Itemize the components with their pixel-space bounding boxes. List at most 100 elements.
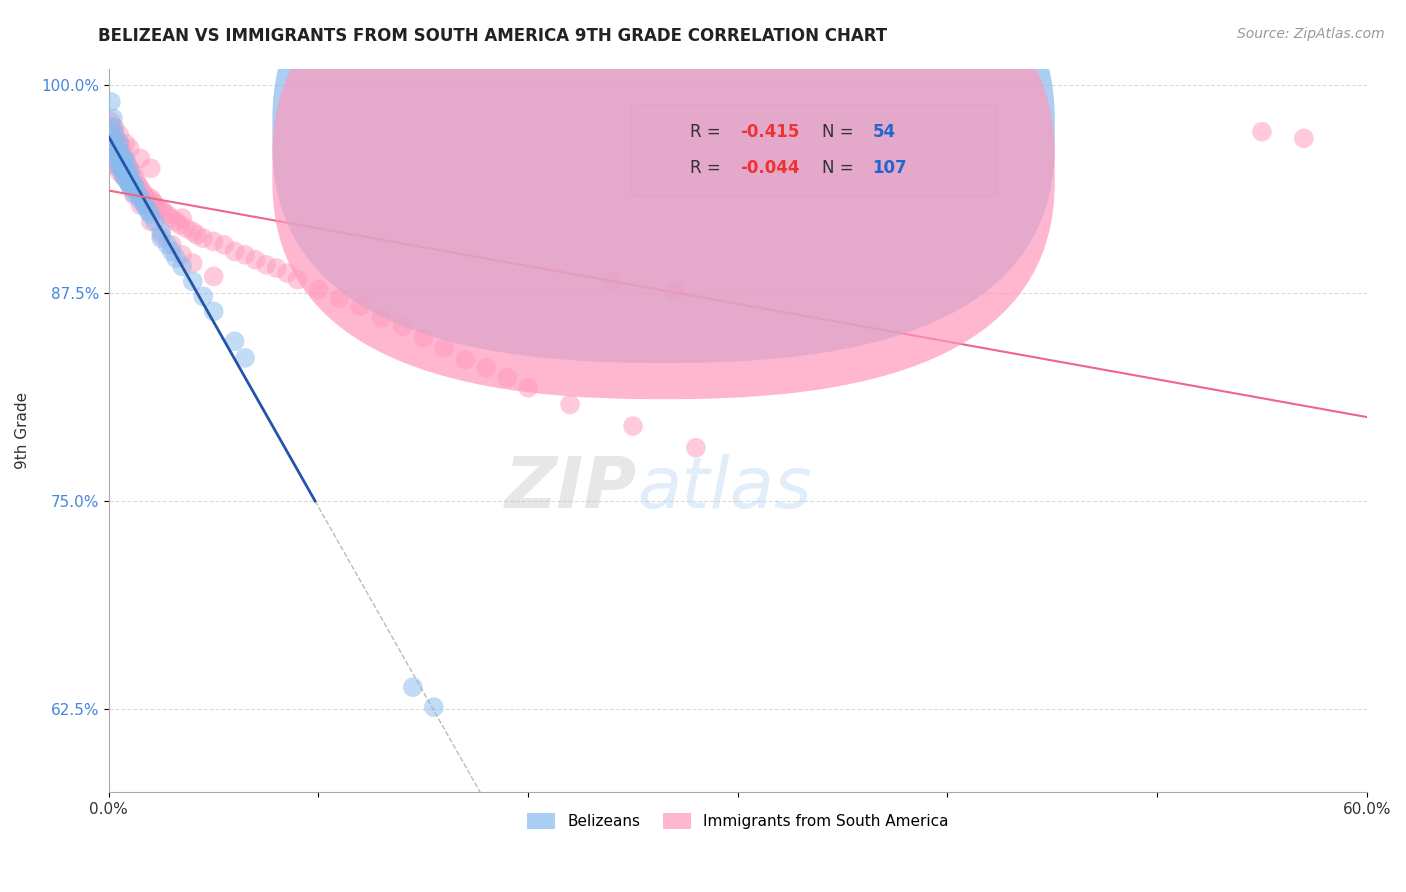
Point: [117, 175, 139, 189]
Point: [181, 274, 204, 288]
Point: [169, 218, 191, 232]
Point: [108, 145, 131, 159]
Point: [112, 153, 135, 167]
Point: [165, 251, 187, 265]
Point: [104, 131, 127, 145]
Point: [165, 214, 187, 228]
FancyBboxPatch shape: [273, 0, 1054, 399]
Point: [117, 158, 139, 172]
Point: [114, 161, 136, 176]
Text: R =: R =: [690, 160, 725, 178]
Point: [600, 274, 623, 288]
Point: [402, 680, 425, 694]
Point: [287, 273, 309, 287]
Point: [125, 173, 148, 187]
Point: [139, 198, 162, 212]
Point: [108, 128, 131, 142]
Point: [152, 204, 174, 219]
Point: [146, 201, 169, 215]
Point: [135, 191, 157, 205]
Point: [122, 186, 145, 201]
Point: [233, 351, 256, 365]
Point: [117, 168, 139, 182]
Point: [276, 266, 298, 280]
Point: [475, 360, 498, 375]
Point: [129, 151, 152, 165]
Point: [108, 153, 131, 167]
Point: [101, 131, 124, 145]
Point: [143, 198, 166, 212]
Point: [160, 211, 183, 226]
Text: 54: 54: [872, 123, 896, 141]
Point: [412, 331, 434, 345]
Point: [117, 171, 139, 186]
Point: [112, 148, 135, 162]
Point: [139, 191, 162, 205]
Point: [112, 158, 135, 172]
Point: [160, 244, 183, 259]
Text: N =: N =: [823, 160, 859, 178]
Point: [349, 299, 371, 313]
Point: [125, 181, 148, 195]
Point: [423, 700, 446, 714]
Point: [150, 231, 173, 245]
Text: Source: ZipAtlas.com: Source: ZipAtlas.com: [1237, 27, 1385, 41]
Point: [105, 153, 128, 167]
Point: [114, 136, 136, 151]
Point: [127, 178, 149, 192]
Point: [233, 248, 256, 262]
Point: [112, 161, 135, 176]
Point: [129, 198, 152, 212]
Point: [143, 214, 166, 228]
Point: [122, 188, 145, 202]
Point: [121, 175, 143, 189]
Point: [1251, 125, 1274, 139]
Point: [139, 214, 162, 228]
FancyBboxPatch shape: [273, 0, 1054, 363]
Point: [202, 235, 225, 249]
Point: [150, 202, 173, 217]
Point: [114, 153, 136, 167]
Text: -0.044: -0.044: [741, 160, 800, 178]
Point: [105, 141, 128, 155]
Point: [266, 261, 288, 276]
Point: [172, 260, 194, 274]
Point: [193, 231, 215, 245]
Point: [224, 334, 246, 349]
Point: [685, 441, 707, 455]
Point: [181, 225, 204, 239]
Point: [108, 161, 131, 176]
Point: [150, 225, 173, 239]
Point: [496, 371, 519, 385]
Point: [118, 178, 141, 192]
Point: [172, 211, 194, 226]
Point: [129, 181, 152, 195]
Point: [114, 169, 136, 184]
Point: [114, 161, 136, 176]
Point: [114, 164, 136, 178]
Point: [110, 161, 132, 176]
Point: [254, 258, 277, 272]
Point: [114, 171, 136, 186]
Point: [134, 188, 156, 202]
Point: [121, 181, 143, 195]
Point: [112, 169, 135, 184]
Point: [122, 178, 145, 192]
Point: [105, 145, 128, 159]
Point: [101, 136, 124, 151]
Point: [129, 191, 152, 205]
Point: [454, 352, 477, 367]
Point: [104, 158, 127, 172]
Text: 107: 107: [872, 160, 907, 178]
Point: [176, 221, 198, 235]
Point: [110, 153, 132, 167]
Point: [118, 171, 141, 186]
Point: [110, 141, 132, 155]
Point: [245, 252, 267, 267]
Point: [156, 208, 179, 222]
Point: [127, 188, 149, 202]
Legend: Belizeans, Immigrants from South America: Belizeans, Immigrants from South America: [522, 806, 955, 835]
FancyBboxPatch shape: [631, 104, 995, 195]
Point: [142, 194, 165, 209]
Point: [1292, 131, 1315, 145]
